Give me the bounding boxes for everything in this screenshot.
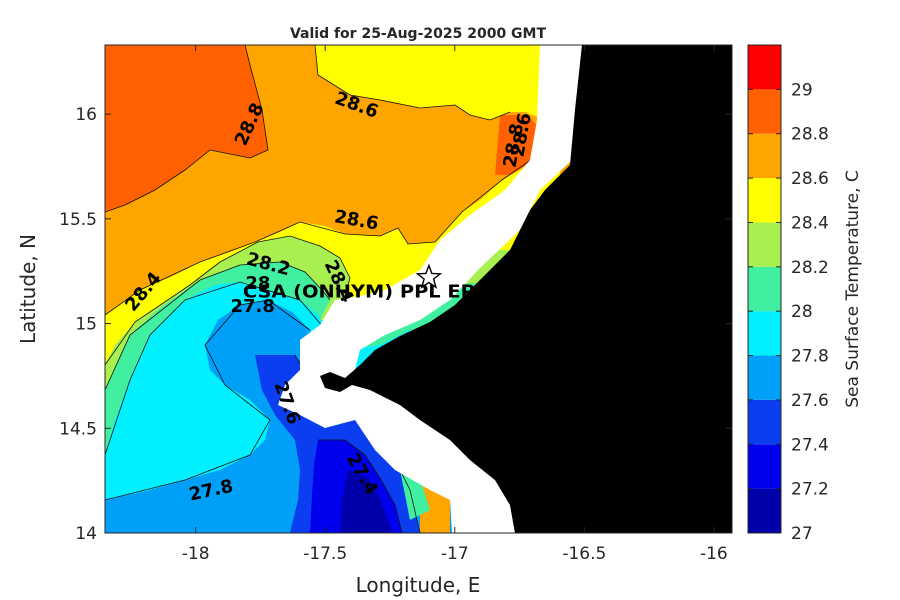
sst-band-28-4-north <box>315 45 545 120</box>
colorbar-band <box>748 133 781 179</box>
colorbar-frame <box>747 44 782 534</box>
no-data-coastal-mask <box>278 45 582 533</box>
colorbar-tick-label: 28.8 <box>791 125 829 145</box>
colorbar-tick-label: 27.4 <box>791 435 829 455</box>
y-tick-label: 14.5 <box>59 419 97 439</box>
colorbar-tick-label: 28.2 <box>791 258 829 278</box>
colorbar-tick-label: 27.8 <box>791 347 829 367</box>
colorbar-tick-label: 29 <box>791 80 813 100</box>
site-layer: CSA (ONHYM) PPL EP <box>243 263 475 302</box>
x-tick-label: -18 <box>182 544 210 564</box>
colorbar-band <box>748 178 781 223</box>
colorbar-tick-label: 27.2 <box>791 480 829 500</box>
x-tick-label: -17 <box>441 544 469 564</box>
y-tick-label: 14 <box>75 524 97 544</box>
nearshore-cyan-strip <box>400 470 430 520</box>
site-star-icon <box>415 263 443 289</box>
colorbar-bands <box>748 45 781 533</box>
y-axis-label: Latitude, N <box>16 234 40 344</box>
land-mass <box>320 45 732 533</box>
x-tick-label: -17.5 <box>303 544 347 564</box>
colorbar-band <box>748 89 781 134</box>
sst-field <box>105 45 732 533</box>
map-axes-frame <box>104 44 733 534</box>
x-axis-label: Longitude, E <box>356 573 481 597</box>
colorbar-band <box>748 488 781 533</box>
x-tick-label: -16 <box>700 544 728 564</box>
colorbar-band <box>748 355 781 400</box>
x-tick-label: -16.5 <box>562 544 606 564</box>
colorbar-tick-label: 28.6 <box>791 169 829 189</box>
colorbar-tick-label: 27 <box>791 524 813 544</box>
y-tick-label: 15 <box>75 315 97 335</box>
y-tick-label: 16 <box>75 105 97 125</box>
colorbar-tick-label: 28 <box>791 302 813 322</box>
contour-label: 27.8 <box>230 296 274 317</box>
colorbar-band <box>748 399 781 445</box>
colorbar-tick-label: 28.4 <box>791 213 829 233</box>
figure-title: Valid for 25-Aug-2025 2000 GMT <box>290 26 547 42</box>
colorbar-label: Sea Surface Temperature, C <box>843 170 863 408</box>
y-tick-label: 15.5 <box>59 210 97 230</box>
contour-label: 28 <box>245 273 270 294</box>
colorbar-band <box>748 444 781 489</box>
colorbar-band <box>748 222 781 267</box>
colorbar-band <box>748 266 781 312</box>
sst-band-27 <box>340 470 392 533</box>
site-label: CSA (ONHYM) PPL EP <box>243 281 475 302</box>
contour-lines <box>105 45 546 533</box>
colorbar-band <box>748 311 781 356</box>
colorbar-tick-label: 27.6 <box>791 391 829 411</box>
colorbar-band <box>748 45 781 90</box>
colorbar-ticks: 27 27.2 27.4 27.6 27.8 28 28.2 28.4 28.6 28.8 29 <box>748 80 829 544</box>
colorbar: 27 27.2 27.4 27.6 27.8 28 28.2 28.4 28.6 28.8 29 S… <box>747 44 863 544</box>
x-axis-ticks: -18 -17.5 -17 -16.5 -16 <box>182 45 728 564</box>
y-axis-ticks: 14 14.5 15 15.5 16 <box>59 105 732 544</box>
